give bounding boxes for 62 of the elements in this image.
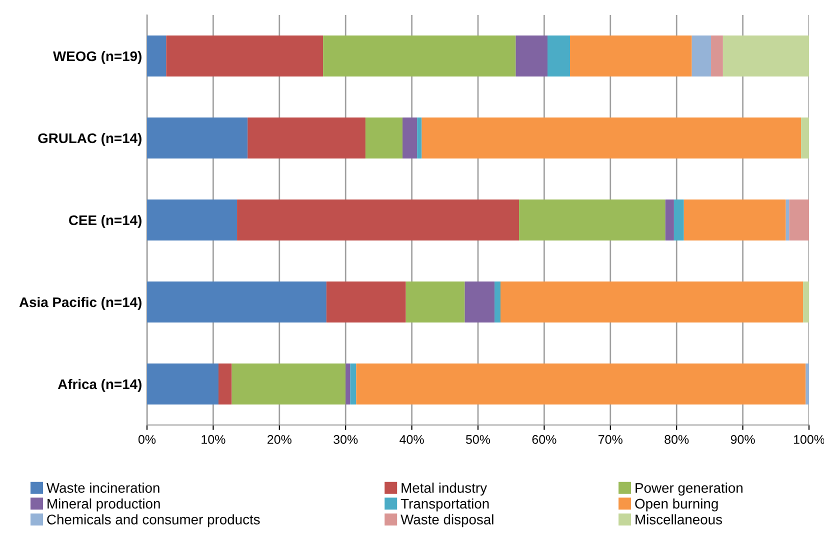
- bar: [232, 364, 346, 404]
- bar: [365, 118, 403, 158]
- bar: [326, 282, 406, 322]
- bar: [356, 364, 806, 404]
- y-tick-label: CEE (n=14): [69, 214, 142, 228]
- bar: [500, 282, 804, 322]
- y-tick-label: Asia Pacific (n=14): [19, 296, 142, 310]
- bar: [801, 118, 809, 158]
- legend-label: Miscellaneous: [636, 514, 722, 524]
- bar: [464, 282, 495, 322]
- legend-label: Waste incineration: [46, 482, 160, 493]
- bar: [248, 118, 366, 158]
- x-tick-label: 70%: [598, 435, 622, 444]
- bar: [147, 200, 238, 240]
- bar: [346, 364, 350, 404]
- x-tick-label: 90%: [730, 435, 755, 444]
- y-tick-label: WEOG (n=19): [53, 50, 142, 64]
- bar: [786, 200, 790, 240]
- bar: [147, 118, 248, 158]
- legend-label: Chemicals and consumer products: [47, 514, 260, 528]
- bar: [806, 364, 809, 404]
- legend-label: Power generation: [636, 482, 742, 496]
- bar: [570, 36, 692, 76]
- bar: [692, 36, 712, 76]
- bar: [166, 36, 324, 76]
- bar: [674, 200, 684, 240]
- legend-label: Waste disposal: [400, 514, 494, 528]
- bar: [218, 364, 232, 404]
- bar: [516, 36, 548, 76]
- bar: [323, 36, 516, 76]
- bar: [417, 118, 422, 158]
- bar: [789, 200, 809, 240]
- x-tick-label: 30%: [334, 435, 358, 444]
- bar: [406, 282, 465, 322]
- bar: [711, 36, 723, 76]
- bar: [147, 282, 326, 322]
- bar: [722, 36, 809, 76]
- legend-label: Transportation: [400, 498, 489, 512]
- bar: [684, 200, 786, 240]
- y-tick-label: GRULAC (n=14): [38, 132, 142, 146]
- bar: [350, 364, 356, 404]
- x-tick-label: 60%: [532, 435, 556, 444]
- bar: [519, 200, 666, 240]
- bar: [402, 118, 418, 158]
- bar: [147, 364, 218, 404]
- legend-label: Open burning: [635, 498, 718, 512]
- y-tick-label: Africa (n=14): [58, 378, 142, 392]
- bar: [147, 36, 166, 76]
- x-tick-label: 10%: [202, 435, 226, 444]
- bar: [548, 36, 570, 76]
- x-tick-label: 40%: [400, 435, 424, 444]
- x-tick-label: 50%: [466, 435, 490, 444]
- legend-label: Mineral production: [48, 498, 160, 512]
- x-tick-label: 80%: [664, 435, 689, 444]
- bar: [803, 282, 809, 322]
- legend-label: Metal industry: [402, 482, 487, 496]
- bar: [237, 200, 520, 240]
- bar: [494, 282, 501, 322]
- x-tick-label: 0%: [138, 435, 156, 444]
- bar: [665, 200, 674, 240]
- x-tick-label: 20%: [268, 435, 292, 444]
- bar: [422, 118, 802, 158]
